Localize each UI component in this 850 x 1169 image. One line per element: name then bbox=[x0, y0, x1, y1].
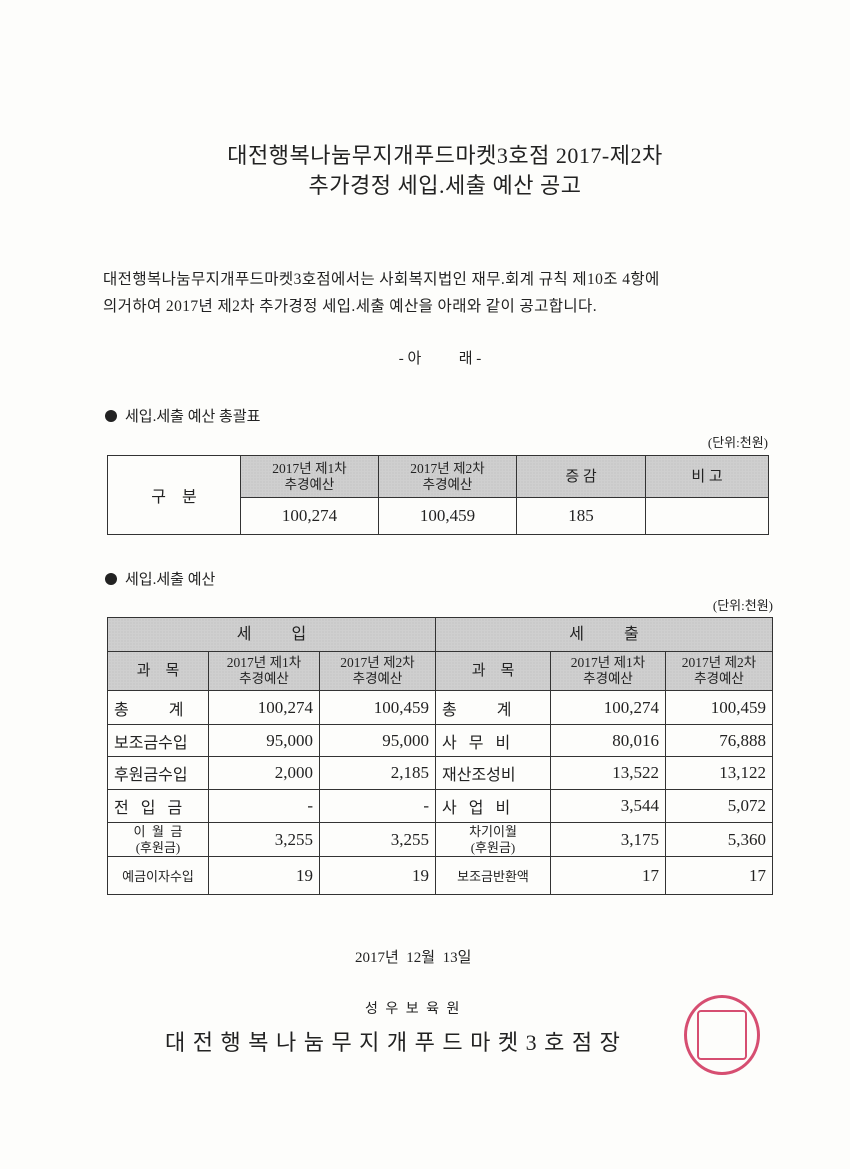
summary-value-first: 100,274 bbox=[240, 497, 379, 535]
budget-row: 전 입 금--사 업 비 3,544 5,072 bbox=[107, 789, 773, 823]
summary-header-first: 2017년 제1차 추경예산 bbox=[240, 455, 379, 498]
summary-unit: (단위:천원) bbox=[707, 435, 768, 450]
revenue-first: 100,274 bbox=[208, 690, 320, 725]
signer-title: 대 전 행 복 나 눔 무 지 개 푸 드 마 켓 3 호 점 장 bbox=[165, 1030, 621, 1055]
expense-first: 80,016 bbox=[550, 724, 666, 757]
revenue-first: 2,000 bbox=[208, 756, 320, 790]
budget-row: 보조금수입 95,000 95,000 사 무 비 80,016 76,888 bbox=[107, 724, 773, 757]
intro-line-2: 의거하여 2017년 제2차 추가경정 세입.세출 예산을 아래와 같이 공고합… bbox=[103, 298, 597, 315]
revenue-col-second: 2017년 제2차 추경예산 bbox=[319, 651, 436, 691]
expense-first: 3,544 bbox=[550, 789, 666, 823]
revenue-first: - bbox=[208, 789, 320, 823]
revenue-first: 3,255 bbox=[208, 822, 320, 857]
summary-header-second: 2017년 제2차 추경예산 bbox=[378, 455, 517, 498]
expense-title: 세 출 bbox=[435, 617, 773, 652]
revenue-item: 예금이자수입 bbox=[107, 856, 209, 895]
expense-second: 13,122 bbox=[665, 756, 773, 790]
expense-item: 차기이월 (후원금) bbox=[435, 822, 551, 857]
expense-item: 사 무 비 bbox=[435, 724, 551, 757]
revenue-second: 3,255 bbox=[319, 822, 436, 857]
summary-header-note: 비 고 bbox=[645, 455, 769, 498]
summary-heading: 세입.세출 예산 총괄표 bbox=[105, 405, 260, 426]
notice-date: 2017년 12월 13일 bbox=[355, 950, 472, 966]
budget-table: 세 입 세 출 과 목 2017년 제1차 추경예산 2017년 제2차 추경예… bbox=[107, 617, 773, 895]
revenue-item: 후원금수입 bbox=[107, 756, 209, 790]
revenue-second: 2,185 bbox=[319, 756, 436, 790]
revenue-col-item: 과 목 bbox=[107, 651, 209, 691]
revenue-second: 95,000 bbox=[319, 724, 436, 757]
budget-row: 이 월 금 (후원금) 3,255 3,255 차기이월 (후원금) 3,175 5,36… bbox=[107, 822, 773, 857]
expense-item: 보조금반환액 bbox=[435, 856, 551, 895]
organization-name: 성 우 보 육 원 bbox=[365, 1002, 462, 1017]
budget-row: 예금이자수입 19 19 보조금반환액 17 17 bbox=[107, 856, 773, 895]
expense-second: 5,360 bbox=[665, 822, 773, 857]
title-line-1: 대전행복나눔무지개푸드마켓3호점 2017-제2차 bbox=[227, 143, 663, 168]
expense-second: 76,888 bbox=[665, 724, 773, 757]
expense-col-first: 2017년 제1차 추경예산 bbox=[550, 651, 666, 691]
summary-value-change: 185 bbox=[516, 497, 646, 535]
expense-col-item: 과 목 bbox=[435, 651, 551, 691]
expense-first: 17 bbox=[550, 856, 666, 895]
revenue-col-first: 2017년 제1차 추경예산 bbox=[208, 651, 320, 691]
revenue-item: 이 월 금 (후원금) bbox=[107, 822, 209, 857]
budget-heading: 세입.세출 예산 bbox=[105, 568, 215, 589]
expense-second: 5,072 bbox=[665, 789, 773, 823]
budget-row: 총 계 100,274 100,459 총 계 100,274 100,459 bbox=[107, 690, 773, 725]
expense-col-second: 2017년 제2차 추경예산 bbox=[665, 651, 773, 691]
summary-heading-text: 세입.세출 예산 총괄표 bbox=[125, 409, 261, 425]
revenue-item: 보조금수입 bbox=[107, 724, 209, 757]
summary-table: 구 분 2017년 제1차 추경예산 2017년 제2차 추경예산 증 감 비 … bbox=[107, 455, 769, 535]
bullet-icon bbox=[105, 409, 117, 422]
bullet-icon bbox=[105, 572, 117, 585]
summary-value-note bbox=[645, 497, 769, 535]
revenue-title: 세 입 bbox=[107, 617, 436, 652]
revenue-item: 전 입 금 bbox=[107, 789, 209, 823]
revenue-second: - bbox=[319, 789, 436, 823]
expense-first: 3,175 bbox=[550, 822, 666, 857]
budget-unit: (단위:천원) bbox=[712, 598, 773, 613]
expense-item: 재산조성비 bbox=[435, 756, 551, 790]
budget-row: 후원금수입 2,000 2,185 재산조성비 13,522 13,122 bbox=[107, 756, 773, 790]
expense-second: 17 bbox=[665, 856, 773, 895]
expense-second: 100,459 bbox=[665, 690, 773, 725]
budget-heading-text: 세입.세출 예산 bbox=[125, 572, 216, 588]
summary-value-second: 100,459 bbox=[378, 497, 517, 535]
revenue-second: 19 bbox=[319, 856, 436, 895]
revenue-item: 총 계 bbox=[107, 690, 209, 725]
summary-row-label: 구 분 bbox=[107, 455, 241, 535]
summary-header-change: 증 감 bbox=[516, 455, 646, 498]
revenue-first: 19 bbox=[208, 856, 320, 895]
title-line-2: 추가경정 세입.세출 예산 공고 bbox=[308, 173, 582, 198]
intro-line-1: 대전행복나눔무지개푸드마켓3호점에서는 사회복지법인 재무.회계 규칙 제10조… bbox=[103, 271, 660, 288]
expense-item: 총 계 bbox=[435, 690, 551, 725]
revenue-second: 100,459 bbox=[319, 690, 436, 725]
revenue-first: 95,000 bbox=[208, 724, 320, 757]
expense-first: 100,274 bbox=[550, 690, 666, 725]
expense-first: 13,522 bbox=[550, 756, 666, 790]
expense-item: 사 업 비 bbox=[435, 789, 551, 823]
official-seal-stamp bbox=[684, 995, 760, 1075]
below-marker: - 아 래 - bbox=[398, 351, 482, 367]
